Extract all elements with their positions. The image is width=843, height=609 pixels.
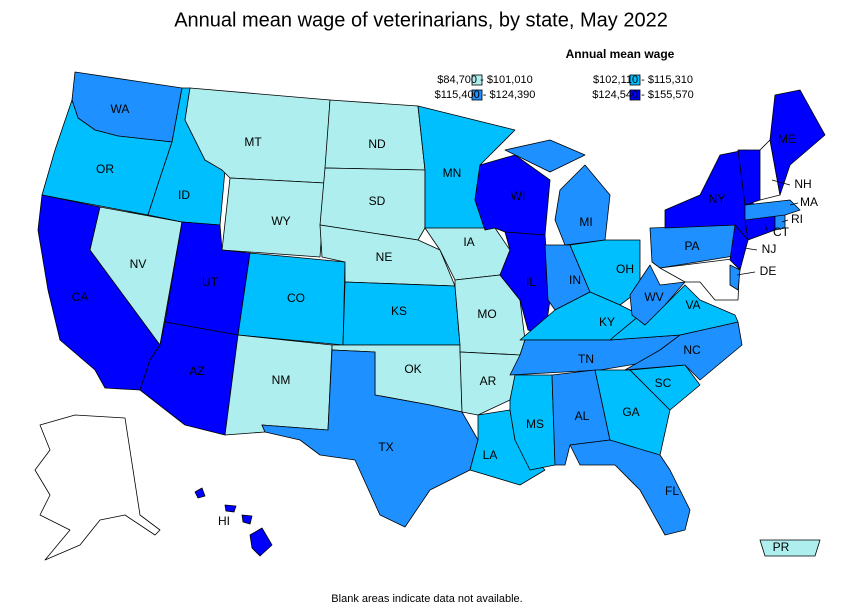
state-shape (554, 164, 611, 246)
state-label: NJ (762, 242, 777, 256)
legend-label: $84,700 - $101,010 (437, 74, 532, 86)
state-shape (504, 139, 586, 173)
state-label: FL (665, 484, 679, 498)
legend-swatch (629, 89, 641, 101)
state-label: IN (569, 273, 581, 287)
state-shape (261, 349, 479, 528)
state-shape (624, 321, 743, 381)
state-label: TN (578, 352, 594, 366)
state-label: IL (526, 275, 536, 289)
state-shape (324, 99, 426, 171)
state-label: PA (684, 239, 699, 253)
state-label: ME (778, 132, 796, 146)
state-label: HI (218, 514, 230, 528)
state-label: NV (130, 257, 147, 271)
state-label: WV (644, 290, 663, 304)
state-label: MI (579, 215, 592, 229)
state-label: ND (368, 137, 386, 151)
legend: $84,700 - $101,010 $102,110 - $115,310 $11… (435, 74, 694, 101)
state-shape (509, 374, 556, 471)
state-shape (759, 539, 821, 557)
state-label: MN (443, 166, 462, 180)
legend-swatch (471, 89, 483, 101)
footnote: Blank areas indicate data not available. (331, 593, 522, 605)
state-label: AZ (189, 364, 204, 378)
state-shape (569, 439, 691, 536)
state-shape (744, 199, 801, 221)
state-label: RI (791, 212, 803, 226)
state-label: SC (655, 376, 672, 390)
state-label: KY (599, 315, 615, 329)
state-label: AR (480, 374, 497, 388)
state-label: CO (287, 291, 305, 305)
state-label: LA (483, 448, 498, 462)
legend-label: $124,540 - $155,570 (592, 89, 694, 101)
state-label: WI (511, 189, 526, 203)
state-label: NM (272, 373, 291, 387)
state-shape (629, 264, 686, 326)
state-shape (194, 487, 206, 499)
state-shape (459, 351, 521, 416)
state-label: IA (463, 235, 474, 249)
state-shape (729, 264, 741, 291)
state-labels: WA OR CA NV ID MT WY UT CO AZ NM ND SD N… (72, 102, 818, 554)
state-label: NC (683, 343, 701, 357)
state-label: NH (794, 177, 811, 191)
state-shape (221, 177, 326, 258)
state-shape (34, 414, 161, 561)
state-shape (769, 89, 826, 196)
state-label: ID (178, 188, 190, 202)
state-label: PR (773, 540, 790, 554)
legend-swatch (471, 74, 483, 86)
state-label: WY (271, 214, 290, 228)
state-label: TX (378, 440, 393, 454)
state-label: VA (685, 298, 700, 312)
state-label: MA (800, 195, 818, 209)
state-shape (249, 527, 273, 557)
state-label: NY (709, 192, 726, 206)
state-label: KS (391, 304, 407, 318)
state-label: SD (369, 194, 386, 208)
state-label: OR (96, 162, 114, 176)
state-label: MT (244, 135, 262, 149)
state-label: WA (111, 102, 130, 116)
state-label: DE (760, 264, 777, 278)
states (34, 71, 826, 561)
legend-title: Annual mean wage (566, 47, 675, 61)
state-label: OH (616, 262, 634, 276)
state-label: CT (773, 225, 790, 239)
state-label: AL (575, 409, 590, 423)
state-shape (224, 504, 237, 513)
state-label: OK (404, 362, 421, 376)
state-label: MS (526, 417, 544, 431)
state-shape (319, 167, 426, 241)
state-shape (241, 514, 253, 525)
legend-swatch (629, 74, 641, 86)
leader-lines (736, 179, 799, 276)
state-label: MO (477, 307, 496, 321)
state-label: UT (202, 275, 219, 289)
state-label: GA (622, 405, 639, 419)
state-label: CA (72, 290, 89, 304)
map-title: Annual mean wage of veterinarians, by st… (174, 9, 668, 31)
state-label: NE (376, 250, 393, 264)
legend-label: $102,110 - $115,310 (593, 74, 693, 86)
legend-label: $115,400 - $124,390 (435, 89, 536, 101)
